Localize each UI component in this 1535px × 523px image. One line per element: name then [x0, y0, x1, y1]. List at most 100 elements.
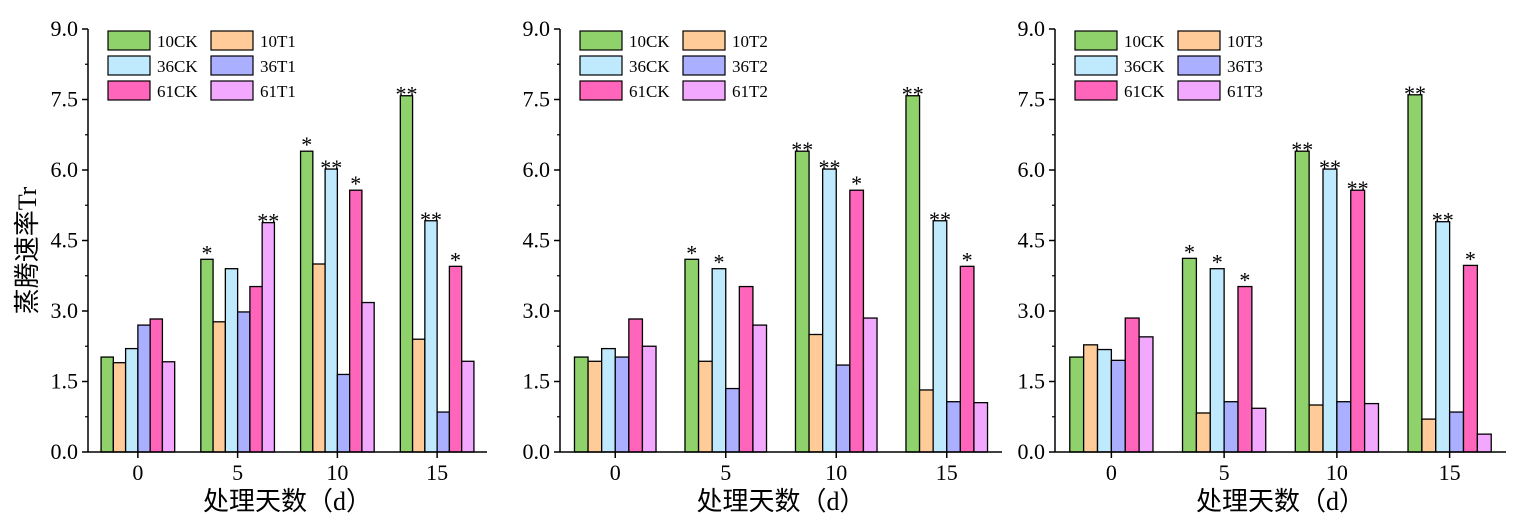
legend: 10CK 10T2 36CK 36T2 61CK 61T2: [579, 30, 768, 101]
bar: [1223, 401, 1239, 453]
legend-label: 61T1: [260, 82, 296, 101]
bar: [299, 150, 314, 453]
bar: [149, 318, 164, 453]
bar: [628, 318, 644, 453]
legend-label: 10CK: [629, 32, 670, 51]
legend-label: 10CK: [1124, 32, 1165, 51]
y-tick-label: 3.0: [1018, 298, 1046, 323]
bar: [100, 356, 114, 453]
x-tick-label: 15: [1439, 460, 1461, 485]
bar: [1209, 268, 1225, 453]
significance-label: **: [1319, 155, 1341, 180]
x-axis-title: 处理天数（d）: [203, 487, 372, 516]
bar: [224, 268, 239, 453]
y-tick-label: 9.0: [51, 16, 79, 41]
significance-label: **: [395, 82, 417, 107]
bar: [1476, 433, 1492, 453]
legend: 10CK 10T1 36CK 36T1 61CK 61T1: [107, 30, 296, 101]
legend-swatch: [1074, 30, 1118, 51]
y-tick-label: 4.5: [523, 228, 551, 253]
legend-swatch: [210, 55, 254, 76]
bar: [1124, 317, 1140, 453]
bar: [424, 220, 438, 453]
x-axis-title: 处理天数（d）: [696, 487, 865, 516]
legend-label: 36CK: [157, 57, 198, 76]
legend-swatch: [210, 80, 254, 101]
legend-label: 36T1: [260, 57, 296, 76]
bar: [461, 360, 475, 453]
bar: [1308, 404, 1324, 453]
bar: [1407, 94, 1423, 453]
legend-swatch: [579, 80, 623, 101]
y-tick-label: 3.0: [51, 298, 79, 323]
bar: [1462, 264, 1479, 453]
legend-swatch: [107, 30, 151, 51]
y-tick-label: 9.0: [523, 16, 551, 41]
x-tick-label: 15: [936, 460, 958, 485]
significance-label: **: [818, 155, 840, 180]
significance-label: *: [1212, 250, 1223, 275]
bar: [973, 401, 989, 453]
bar: [1435, 221, 1451, 453]
y-tick-label: 0.0: [523, 439, 551, 464]
bar: [1448, 411, 1465, 453]
bar: [1069, 356, 1085, 453]
legend-label: 36CK: [629, 57, 670, 76]
bar: [905, 95, 921, 453]
y-tick-label: 4.5: [51, 228, 79, 253]
significance-label: *: [851, 171, 862, 196]
legend-swatch: [107, 55, 151, 76]
bar: [822, 168, 837, 453]
legend-label: 36T2: [732, 57, 768, 76]
bar: [573, 356, 589, 453]
bar: [200, 258, 214, 453]
bar: [862, 317, 878, 453]
significance-label: **: [1347, 176, 1369, 201]
bar: [959, 265, 975, 453]
bar: [711, 268, 727, 453]
significance-label: **: [1432, 208, 1454, 233]
bar: [849, 189, 865, 453]
legend-label: 10T3: [1227, 32, 1263, 51]
bar: [137, 324, 151, 453]
bar: [399, 95, 414, 453]
x-tick-label: 5: [1219, 460, 1230, 485]
significance-label: *: [962, 247, 973, 272]
y-tick-label: 7.5: [51, 87, 79, 112]
bar: [1363, 402, 1380, 453]
x-tick-label: 10: [825, 460, 847, 485]
significance-label: *: [450, 247, 461, 272]
x-tick-label: 0: [132, 460, 143, 485]
bar: [684, 258, 700, 453]
legend-label: 61T3: [1227, 82, 1263, 101]
y-tick-label: 3.0: [523, 298, 551, 323]
significance-label: *: [201, 240, 212, 265]
legend-swatch: [1177, 55, 1221, 76]
significance-label: *: [1184, 239, 1195, 264]
legend-label: 10CK: [157, 32, 198, 51]
bar: [161, 361, 176, 453]
y-tick-label: 0.0: [1018, 439, 1046, 464]
bar: [236, 311, 251, 453]
bar: [587, 360, 603, 453]
y-tick-label: 1.5: [51, 369, 79, 394]
y-tick-label: 6.0: [51, 157, 79, 182]
significance-label: **: [257, 209, 279, 234]
chart-panel-3: **************0.01.53.04.56.07.59.00 5 10 1…: [1018, 16, 1506, 516]
bar: [448, 265, 463, 453]
legend-swatch: [107, 80, 151, 101]
significance-label: *: [301, 132, 312, 157]
legend: 10CK 10T3 36CK 36T3 61CK 61T3: [1074, 30, 1263, 101]
x-tick-label: 5: [720, 460, 731, 485]
legend-swatch: [1074, 55, 1118, 76]
bar: [312, 263, 326, 453]
y-tick-label: 1.5: [1018, 369, 1046, 394]
bar: [614, 356, 630, 453]
bar: [1421, 418, 1437, 453]
bar: [697, 360, 713, 453]
x-axis-title: 处理天数（d）: [1196, 487, 1365, 516]
significance-label: **: [420, 207, 442, 232]
bar: [808, 333, 824, 453]
legend-label: 36T3: [1227, 57, 1263, 76]
x-tick-label: 0: [610, 460, 621, 485]
